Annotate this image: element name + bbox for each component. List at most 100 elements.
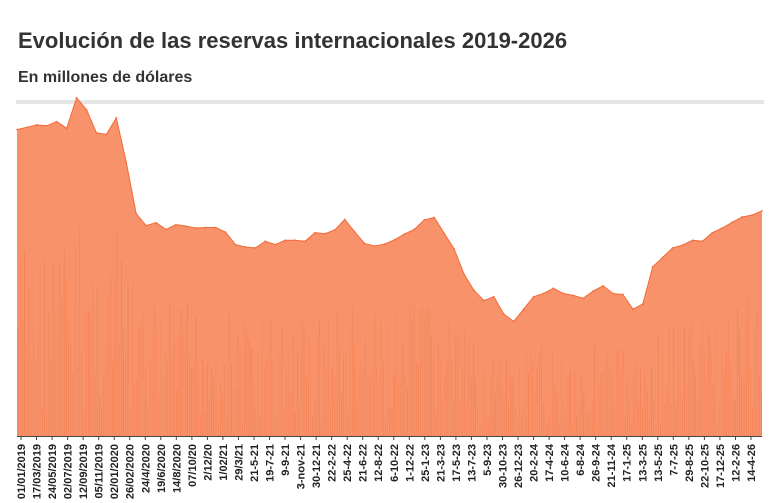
data-point (602, 284, 605, 287)
data-point (463, 273, 465, 275)
x-tick-label: 02/01/2020 (109, 444, 121, 499)
series-line (16, 96, 763, 323)
x-tick-label: 21-6-22 (358, 444, 370, 482)
x-tick-label: 19-7-21 (265, 444, 277, 482)
data-point (711, 231, 714, 234)
x-tick-label: 26-12-23 (513, 444, 525, 488)
data-point (16, 128, 18, 131)
data-point (115, 116, 118, 119)
data-point (234, 243, 237, 246)
data-point (423, 218, 426, 221)
x-tick-label: 17-12-25 (715, 444, 727, 488)
data-point (641, 303, 644, 305)
data-point (691, 239, 694, 242)
data-point (661, 256, 664, 259)
x-tick-label: 25-1-23 (420, 444, 432, 482)
data-point (731, 221, 734, 224)
data-point (25, 126, 28, 129)
x-tick-label: 10-6-24 (560, 443, 572, 482)
data-point (274, 243, 277, 246)
x-tick-label: 1-12-22 (404, 444, 416, 482)
data-point (373, 245, 376, 247)
x-tick-label: 26-9-24 (591, 443, 603, 482)
x-tick-label: 13-5-25 (653, 444, 665, 482)
data-point (224, 231, 227, 234)
data-point (105, 133, 108, 136)
x-tick-label: 12-8-22 (373, 444, 385, 482)
data-point (85, 108, 88, 111)
x-tick-label: 20-2-24 (529, 443, 541, 482)
data-point (552, 287, 555, 290)
data-point (413, 228, 416, 231)
x-tick-label: 7-7-25 (668, 444, 680, 476)
data-point (393, 238, 396, 241)
x-tick-label: 21-3-23 (435, 444, 447, 482)
data-point (45, 124, 48, 127)
data-point (741, 216, 744, 218)
data-point (343, 218, 346, 221)
x-tick-label: 24/4/2020 (140, 444, 152, 493)
x-tick-label: 17-1-25 (622, 444, 634, 482)
data-point (443, 232, 446, 235)
data-point (353, 230, 356, 233)
data-point (204, 226, 207, 229)
data-point (125, 161, 128, 164)
data-point (701, 240, 704, 243)
data-point (433, 216, 436, 219)
data-point (304, 240, 307, 243)
data-point (751, 214, 754, 217)
data-point (492, 295, 495, 298)
data-point (323, 232, 326, 235)
x-tick-label: 17-4-24 (544, 443, 556, 482)
x-tick-label: 13-3-25 (637, 444, 649, 482)
x-tick-label: 5-9-23 (482, 444, 494, 476)
x-tick-label: 24/05/2019 (47, 444, 59, 499)
data-point (254, 246, 257, 249)
data-point (383, 243, 386, 246)
data-point (472, 289, 475, 292)
x-tick-label: 19/6/2020 (156, 444, 168, 493)
x-tick-label: 07/10/20 (187, 444, 199, 487)
data-point (453, 247, 456, 250)
x-tick-label: 3-nov-21 (296, 444, 308, 489)
x-tick-label: 6-8-24 (575, 443, 587, 476)
data-point (135, 212, 138, 215)
data-point (671, 246, 674, 249)
data-point (482, 299, 485, 302)
x-tick-label: 6-10-22 (389, 444, 401, 482)
x-tick-label: 22-2-22 (327, 444, 339, 482)
data-point (363, 242, 366, 245)
data-point (65, 127, 68, 130)
x-tick-label: 14/8/2020 (171, 444, 183, 493)
data-point (532, 295, 535, 298)
x-tick-label: 12/09/2019 (78, 444, 90, 499)
data-point (572, 294, 575, 297)
data-point (721, 227, 724, 229)
data-point (631, 308, 634, 311)
x-tick-label: 26/02/2020 (125, 444, 137, 499)
data-point (512, 320, 515, 323)
data-point (651, 265, 654, 268)
data-point (621, 293, 624, 296)
x-tick-label: 13-7-23 (466, 444, 478, 482)
data-point (294, 239, 297, 242)
data-point (314, 231, 316, 234)
x-tick-label: 17/03/2019 (32, 444, 44, 499)
data-point (184, 225, 187, 228)
data-point (214, 226, 217, 229)
x-tick-label: 02/07/2019 (63, 444, 75, 499)
x-tick-label: 29-8-25 (684, 444, 696, 482)
x-tick-label: 05/11/2019 (94, 444, 106, 498)
x-tick-label: 9-9-21 (280, 444, 292, 476)
data-point (502, 312, 505, 315)
series-area (17, 97, 762, 437)
data-point (165, 228, 167, 231)
x-tick-label: 30-12-21 (311, 444, 323, 488)
x-tick-label: 01/01/2019 (16, 444, 28, 499)
x-tick-label: 12-2-26 (731, 444, 743, 482)
data-point (542, 292, 545, 295)
x-tick-label: 17-5-23 (451, 444, 463, 482)
data-point (95, 131, 98, 134)
